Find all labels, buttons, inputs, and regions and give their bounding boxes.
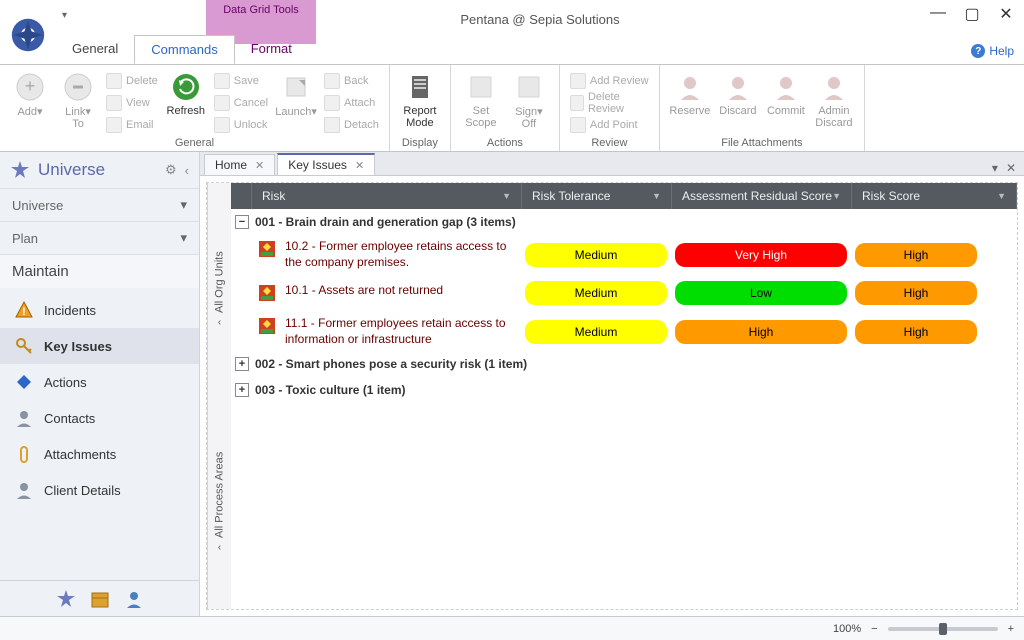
admin-discard-button[interactable]: AdminDiscard <box>810 69 858 129</box>
grid-header: Risk▼Risk Tolerance▼Assessment Residual … <box>231 183 1017 209</box>
nav-incidents[interactable]: !Incidents <box>0 292 199 328</box>
universe-icon <box>10 160 30 180</box>
clip-icon <box>14 444 34 464</box>
data-row[interactable]: 11.1 - Former employees retain access to… <box>231 312 1017 351</box>
view-button[interactable]: View <box>106 93 158 113</box>
ribbon-tabstrip: GeneralCommandsFormat <box>56 35 308 64</box>
vtab-all-process-areas[interactable]: ›All Process Areas <box>207 396 231 609</box>
key-icon <box>14 336 34 356</box>
expand-icon[interactable]: + <box>235 357 249 371</box>
doc-tab-home[interactable]: Home✕ <box>204 154 275 175</box>
sidebar-footer <box>0 580 199 616</box>
svg-text:!: ! <box>22 306 26 318</box>
risk-icon <box>257 239 277 259</box>
link-to-button[interactable]: Link▾To <box>54 69 102 130</box>
risk-icon <box>257 316 277 336</box>
maximize-icon[interactable]: ▢ <box>960 4 984 24</box>
person-icon <box>14 408 34 428</box>
titlebar: ▾ Data Grid Tools Pentana @ Sepia Soluti… <box>0 0 1024 64</box>
ribbon-tab-general[interactable]: General <box>56 35 134 64</box>
refresh-button[interactable]: Refresh <box>162 69 210 117</box>
statusbar: 100% − + <box>0 616 1024 640</box>
col-risk-tolerance[interactable]: Risk Tolerance▼ <box>522 183 672 209</box>
zoom-label: 100% <box>833 623 861 635</box>
delete-button[interactable]: Delete <box>106 71 158 91</box>
save-button[interactable]: Save <box>214 71 268 91</box>
close-tab-icon[interactable]: ✕ <box>355 159 364 172</box>
discard-button[interactable]: Discard <box>714 69 762 117</box>
add-review-button[interactable]: Add Review <box>570 71 649 91</box>
set-scope-button[interactable]: SetScope <box>457 69 505 129</box>
data-grid: Risk▼Risk Tolerance▼Assessment Residual … <box>231 183 1017 609</box>
detach-button[interactable]: Detach <box>324 115 379 135</box>
sidebar: Universe ⚙ ‹ Universe▾Plan▾ Maintain !In… <box>0 152 200 616</box>
risk-icon <box>257 283 277 303</box>
nav-actions[interactable]: Actions <box>0 364 199 400</box>
sidebar-title: Universe <box>38 160 105 180</box>
delete-review-button[interactable]: Delete Review <box>570 93 649 113</box>
add-button[interactable]: +Add▾ <box>6 69 54 118</box>
collapse-icon[interactable]: ‹ <box>185 163 189 178</box>
launch-button[interactable]: Launch▾ <box>272 69 320 118</box>
footer-universe-icon[interactable] <box>56 589 76 609</box>
ribbon-tab-commands[interactable]: Commands <box>134 35 234 64</box>
unlock-button[interactable]: Unlock <box>214 115 268 135</box>
group-row[interactable]: +003 - Toxic culture (1 item) <box>231 377 1017 403</box>
client-icon <box>14 480 34 500</box>
minimize-icon[interactable]: — <box>926 4 950 24</box>
nav-contacts[interactable]: Contacts <box>0 400 199 436</box>
nav-attachments[interactable]: Attachments <box>0 436 199 472</box>
ribbon-tab-format[interactable]: Format <box>235 35 308 64</box>
add-point-button[interactable]: Add Point <box>570 115 649 135</box>
nav-key-issues[interactable]: Key Issues <box>0 328 199 364</box>
email-button[interactable]: Email <box>106 115 158 135</box>
sidebar-nav: !IncidentsKey IssuesActionsContactsAttac… <box>0 288 199 580</box>
cancel-button[interactable]: Cancel <box>214 93 268 113</box>
tab-close-all-icon[interactable]: ✕ <box>1006 161 1016 175</box>
window-title: Pentana @ Sepia Solutions <box>56 12 1024 27</box>
zoom-slider[interactable] <box>888 627 998 631</box>
footer-person-icon[interactable] <box>124 589 144 609</box>
collapse-icon[interactable]: − <box>235 215 249 229</box>
attach-button[interactable]: Attach <box>324 93 379 113</box>
data-row[interactable]: 10.1 - Assets are not returned Medium Lo… <box>231 274 1017 312</box>
data-row[interactable]: 10.2 - Former employee retains access to… <box>231 235 1017 274</box>
col-risk-score[interactable]: Risk Score▼ <box>852 183 1017 209</box>
close-icon[interactable]: ✕ <box>994 4 1018 24</box>
warn-icon: ! <box>14 300 34 320</box>
svg-text:+: + <box>25 76 36 96</box>
nav-client-details[interactable]: Client Details <box>0 472 199 508</box>
zoom-out-icon[interactable]: − <box>871 623 877 635</box>
col-assessment-residual-score[interactable]: Assessment Residual Score▼ <box>672 183 852 209</box>
diamond-icon <box>14 372 34 392</box>
app-logo <box>0 0 56 64</box>
gear-icon[interactable]: ⚙ <box>165 162 177 178</box>
sidebar-section-universe[interactable]: Universe▾ <box>0 188 199 221</box>
expand-icon[interactable]: + <box>235 383 249 397</box>
close-tab-icon[interactable]: ✕ <box>255 159 264 172</box>
commit-button[interactable]: Commit <box>762 69 810 117</box>
vertical-tabs: ›All Org Units›All Process Areas <box>207 183 231 609</box>
sidebar-section-plan[interactable]: Plan▾ <box>0 221 199 254</box>
help-link[interactable]: ?Help <box>971 44 1014 58</box>
tab-dropdown-icon[interactable]: ▾ <box>992 161 998 175</box>
group-row[interactable]: −001 - Brain drain and generation gap (3… <box>231 209 1017 235</box>
footer-calendar-icon[interactable] <box>90 589 110 609</box>
reserve-button[interactable]: Reserve <box>666 69 714 117</box>
vtab-all-org-units[interactable]: ›All Org Units <box>207 183 231 396</box>
sign-off-button[interactable]: Sign▾Off <box>505 69 553 130</box>
back-button[interactable]: Back <box>324 71 379 91</box>
group-row[interactable]: +002 - Smart phones pose a security risk… <box>231 351 1017 377</box>
document-tabs: Home✕Key Issues✕ ▾ ✕ <box>200 152 1024 176</box>
sidebar-section-maintain: Maintain <box>0 254 199 288</box>
zoom-in-icon[interactable]: + <box>1008 623 1014 635</box>
main-area: Home✕Key Issues✕ ▾ ✕ ›All Org Units›All Pr… <box>200 152 1024 616</box>
col-risk[interactable]: Risk▼ <box>252 183 522 209</box>
report-mode-button[interactable]: ReportMode <box>396 69 444 129</box>
doc-tab-key-issues[interactable]: Key Issues✕ <box>277 153 375 175</box>
ribbon: +Add▾Link▾To DeleteViewEmail Refresh Sav… <box>0 64 1024 152</box>
